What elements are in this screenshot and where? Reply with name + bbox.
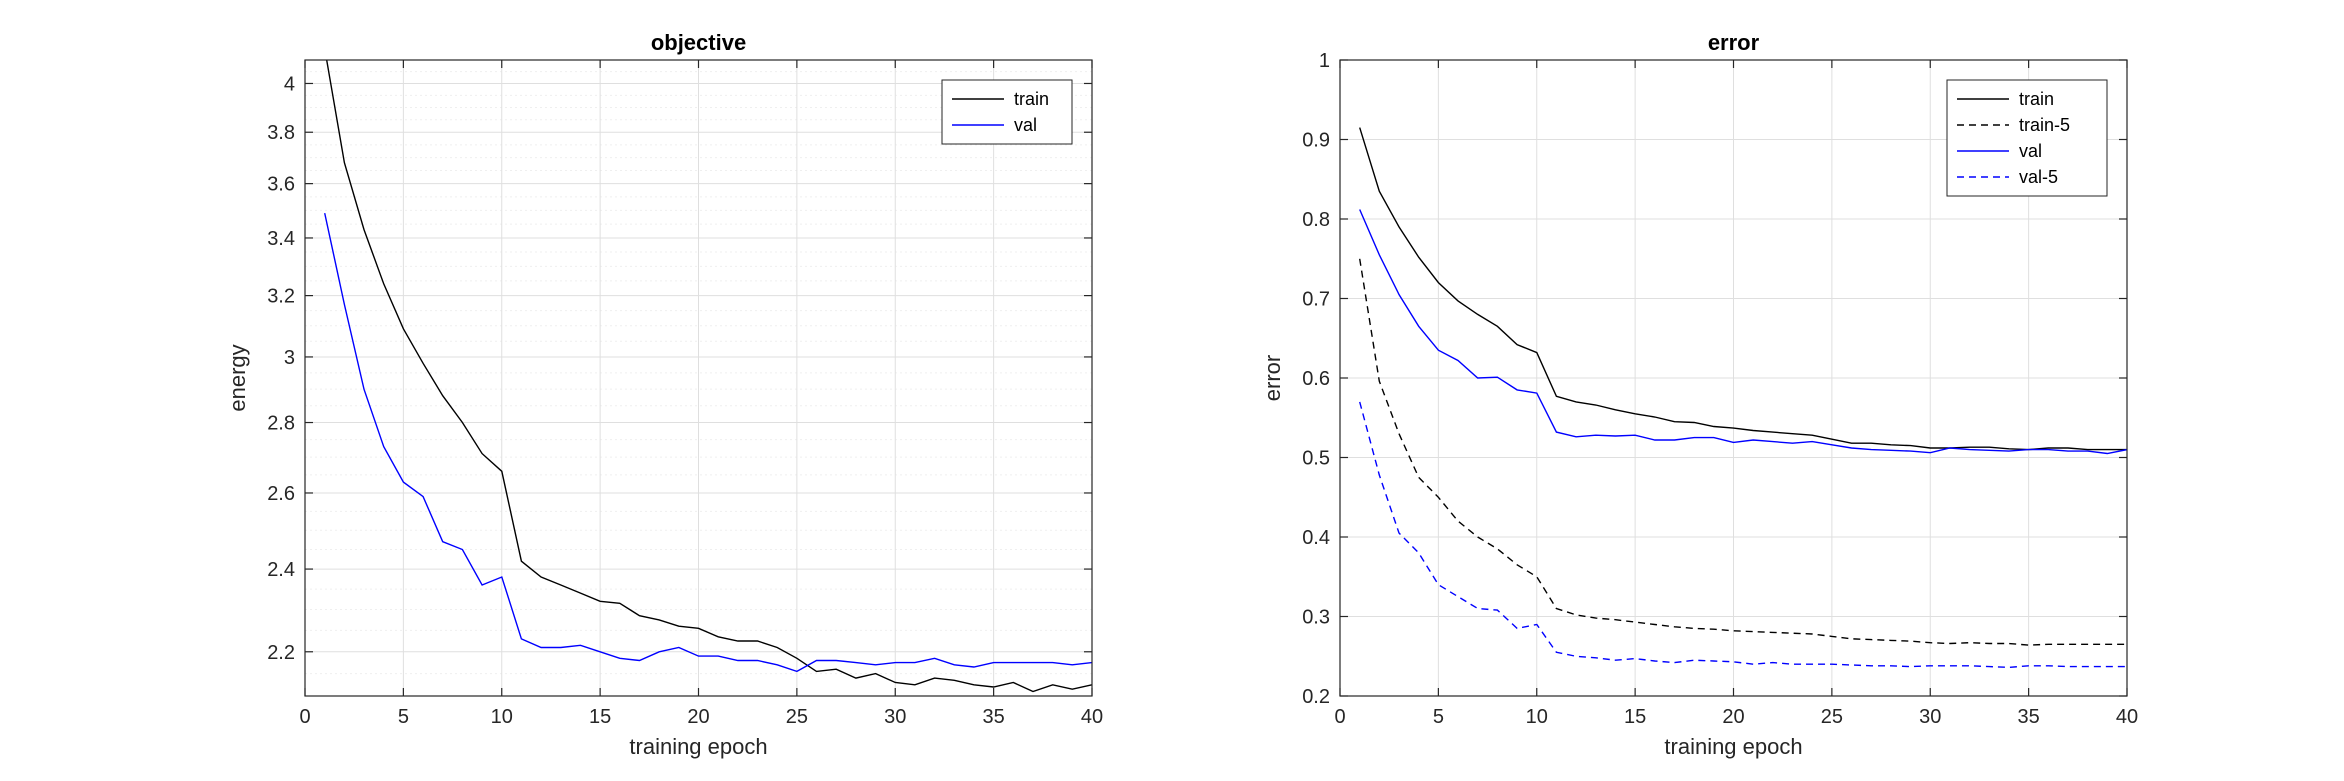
y-tick-label: 0.8 [1302, 209, 1330, 231]
x-axis-title: training epoch [1664, 734, 1802, 759]
error-chart: 0 5 10 15 20 25 30 35 40 0.2 0.3 0.4 0.5 0.6 0.7 0.8 0.9… [1260, 30, 2138, 759]
x-axis-title: training epoch [629, 734, 767, 759]
y-tick-label: 3.4 [267, 228, 295, 250]
x-tick-label: 10 [1526, 706, 1548, 728]
series-line-train [325, 60, 1092, 693]
x-tick-label: 40 [2116, 706, 2138, 728]
y-tick-label: 0.2 [1302, 686, 1330, 708]
x-tick-label: 40 [1081, 706, 1103, 728]
legend-label: val-5 [2019, 167, 2058, 187]
x-tick-label: 35 [2018, 706, 2040, 728]
x-tick-label: 5 [398, 706, 409, 728]
y-tick-label: 2.6 [267, 483, 295, 505]
x-tick-label: 20 [687, 706, 709, 728]
x-tick-label: 20 [1722, 706, 1744, 728]
x-tick-label: 15 [1624, 706, 1646, 728]
legend: train train-5 val val-5 [1946, 79, 2108, 197]
y-tick-label: 0.7 [1302, 289, 1330, 311]
y-tick-label: 2.4 [267, 559, 295, 581]
y-tick-label: 3.2 [267, 286, 295, 308]
legend: train val [941, 79, 1073, 145]
series-line-train-5 [1359, 258, 2127, 646]
x-tick-label: 0 [299, 706, 310, 728]
y-axis-title: error [1260, 355, 1285, 401]
y-tick-label: 1 [1319, 50, 1330, 72]
y-tick-label: 4 [284, 73, 295, 95]
y-tick-label: 3 [284, 347, 295, 369]
y-axis-title: energy [225, 344, 250, 411]
y-tick-label: 3.8 [267, 122, 295, 144]
y-tick-label: 0.5 [1302, 448, 1330, 470]
chart-title: error [1708, 30, 1760, 55]
x-tick-label: 0 [1334, 706, 1345, 728]
y-tick-label: 0.3 [1302, 607, 1330, 629]
legend-label: train-5 [2019, 115, 2070, 135]
objective-chart: 0 5 10 15 20 25 30 35 40 2.2 2.4 2.6 2.8 3 3.2 3.4 3.6 3.… [225, 30, 1103, 759]
y-tick-label: 0.6 [1302, 368, 1330, 390]
y-tick-label: 2.2 [267, 642, 295, 664]
x-tick-label: 25 [786, 706, 808, 728]
legend-label: val [1014, 115, 1037, 135]
legend-label: train [1014, 89, 1049, 109]
chart-title: objective [651, 30, 746, 55]
legend-label: val [2019, 141, 2042, 161]
x-tick-label: 25 [1821, 706, 1843, 728]
x-tick-label: 5 [1433, 706, 1444, 728]
y-tick-label: 0.9 [1302, 130, 1330, 152]
x-tick-label: 35 [983, 706, 1005, 728]
x-tick-label: 15 [589, 706, 611, 728]
series-line-val [324, 212, 1092, 673]
y-tick-label: 0.4 [1302, 527, 1330, 549]
x-tick-label: 10 [491, 706, 513, 728]
y-tick-label: 3.6 [267, 174, 295, 196]
legend-label: train [2019, 89, 2054, 109]
x-tick-label: 30 [1919, 706, 1941, 728]
series-line-val-5 [1359, 401, 2127, 669]
y-tick-label: 2.8 [267, 413, 295, 435]
series-line-val [1359, 209, 2127, 455]
legend-box [941, 79, 1073, 145]
x-tick-label: 30 [884, 706, 906, 728]
series-line-train [1359, 127, 2127, 451]
